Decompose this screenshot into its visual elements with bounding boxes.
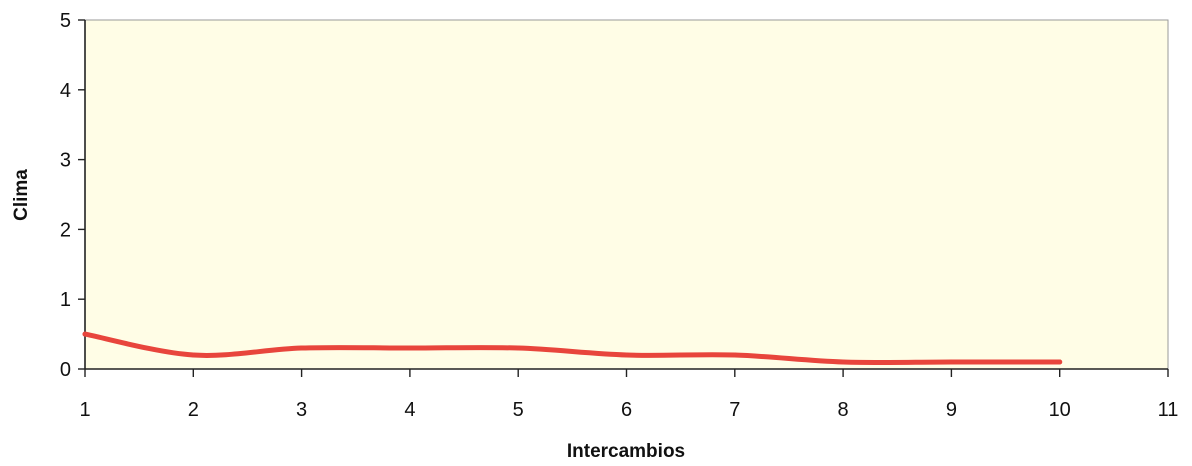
y-tick-label: 1 [60,289,71,311]
y-tick-label: 4 [60,80,71,102]
x-tick-label: 10 [1049,399,1071,421]
y-tick-label: 0 [60,359,71,381]
x-tick-label: 8 [838,399,849,421]
series-layer [82,331,1063,366]
y-axis-title: Clima [11,169,32,221]
plot-area [84,19,1169,370]
x-axis-title: Intercambios [567,441,685,462]
x-tick-label: 11 [1158,399,1179,421]
data-point [82,331,88,337]
x-tick-label: 1 [79,399,90,421]
data-point [407,345,413,351]
y-axis-ticks: 0 1 2 3 4 5 [60,10,85,381]
y-tick-label: 2 [60,219,71,241]
x-axis-ticks: 1 2 3 4 5 6 7 8 9 10 11 [79,369,1178,421]
data-point [840,359,846,365]
data-point [948,359,954,365]
x-tick-label: 9 [946,399,957,421]
data-point [299,345,305,351]
x-tick-label: 6 [621,399,632,421]
series-line [82,331,1063,366]
x-tick-label: 5 [513,399,524,421]
data-point [624,352,629,358]
data-point [515,345,521,351]
x-tick-label: 2 [188,399,199,421]
data-point [190,352,196,358]
x-tick-label: 4 [404,399,415,421]
y-tick-label: 5 [60,10,71,32]
data-point [1057,359,1063,365]
data-point [732,352,738,358]
x-tick-label: 7 [729,399,740,421]
x-tick-label: 3 [296,399,307,421]
y-tick-label: 3 [60,150,71,172]
